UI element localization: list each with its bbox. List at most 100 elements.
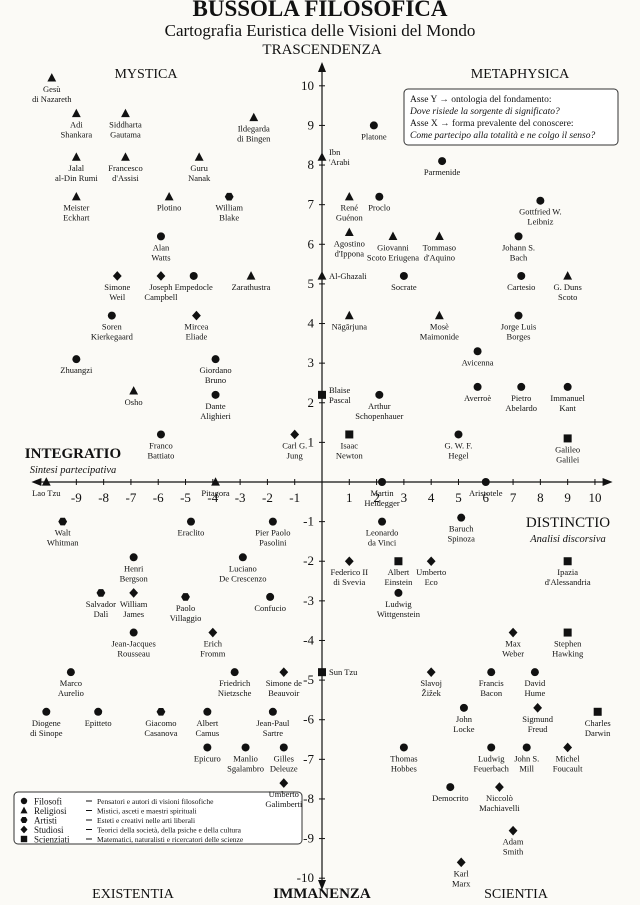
point-label: Dante Alighieri	[200, 401, 231, 421]
x-tick-label: -3	[235, 490, 246, 505]
point-label-line: Diogene	[32, 718, 61, 728]
point-label-line: Abelardo	[505, 403, 537, 413]
point-label-line: Federico II	[331, 567, 369, 577]
point-label-line: Gesù	[43, 84, 61, 94]
y-tick-label: 4	[308, 316, 315, 331]
marker	[96, 589, 106, 597]
point-label: Osho	[125, 397, 143, 407]
point-label: G. Duns Scoto	[553, 282, 581, 302]
point-label-line: Marco	[60, 678, 82, 688]
point-label-line: Nanak	[188, 173, 211, 183]
point-label-line: Hobbes	[391, 763, 417, 773]
marker	[20, 825, 28, 834]
point-label-line: Pascal	[329, 395, 351, 405]
y-tick-label: 6	[308, 236, 315, 251]
marker	[71, 152, 81, 161]
point-label-line: Sun Tzu	[329, 667, 358, 677]
y-tick-label: 3	[308, 355, 315, 370]
point-label-line: Democrito	[432, 793, 468, 803]
point-label: Manlio Sgalambro	[227, 753, 264, 773]
y-tick-label: 7	[308, 197, 315, 212]
marker	[454, 430, 463, 439]
note-line: Asse X → forma prevalente del conoscere:	[410, 118, 574, 129]
point-label-line: Locke	[453, 724, 474, 734]
point-label-line: Feuerbach	[474, 763, 510, 773]
marker	[208, 627, 218, 638]
point-label-line: Beauvoir	[268, 688, 299, 698]
point-label-line: Maimonide	[420, 332, 459, 342]
point-label: Niccolò Machiavelli	[479, 793, 520, 813]
marker	[20, 816, 28, 824]
y-tick-label: -1	[303, 514, 314, 529]
x-tick-label: -1	[289, 490, 300, 505]
marker	[20, 806, 28, 814]
point-label-line: Alighieri	[200, 411, 231, 421]
point-label-line: Mircea	[184, 322, 208, 332]
point-label-line: Baruch	[449, 524, 474, 534]
point-label-line: Umberto	[416, 567, 446, 577]
point-label-line: Proclo	[368, 203, 390, 213]
point-label-line: Manlio	[233, 753, 258, 763]
point-label-line: Bacon	[480, 688, 502, 698]
marker	[378, 517, 387, 526]
point-label-line: Jean-Paul	[256, 718, 290, 728]
point-label-line: David	[525, 678, 547, 688]
marker	[112, 271, 122, 281]
point-label-line: Thomas	[390, 753, 417, 763]
marker	[593, 707, 602, 716]
marker	[473, 347, 482, 356]
point-label-line: Ildegarda	[238, 124, 270, 134]
point-label-line: Michel	[556, 753, 581, 763]
legend-label: Studiosi	[34, 825, 64, 835]
point-label: Diogene di Sinope	[30, 718, 63, 738]
point-label-line: Einstein	[384, 577, 413, 587]
point-label: Zarathustra	[232, 282, 271, 292]
marker	[181, 593, 190, 601]
marker	[563, 742, 573, 753]
marker	[517, 271, 526, 280]
x-tick-label: -9	[71, 490, 82, 505]
marker	[211, 477, 220, 486]
point-label-line: Osho	[125, 397, 143, 407]
x-tick-label: 7	[510, 490, 517, 505]
y-tick-label: 8	[308, 157, 315, 172]
axis-arrow	[602, 478, 613, 486]
point-label-line: James	[123, 609, 144, 619]
marker	[563, 434, 572, 443]
point-label: Democrito	[432, 793, 468, 803]
point-label-line: Friedrich	[219, 678, 251, 688]
point-label: Immanuel Kant	[550, 393, 585, 413]
point-label: Jalal al-Din Rumi	[55, 163, 98, 183]
note-box	[403, 88, 619, 146]
point-label-line: Hegel	[448, 450, 469, 460]
x-tick-label: -6	[153, 490, 164, 505]
point-label: Giovanni Scoto Eriugena	[367, 242, 419, 262]
point-label-line: Darwin	[585, 728, 611, 738]
marker	[266, 592, 275, 601]
point-label-line: Jean-Jacques	[111, 639, 155, 649]
point-label: Cartesio	[507, 282, 535, 292]
point-label: Plotino	[157, 203, 182, 213]
point-label: Umberto Galimberti	[265, 789, 302, 809]
point-label-line: Immanuel	[550, 393, 585, 403]
point-label: Meister Eckhart	[63, 203, 90, 223]
legend-label: Filosofi	[34, 797, 63, 807]
point-label: René Guénon	[336, 203, 364, 223]
point-label-line: Ipazia	[557, 567, 578, 577]
point-label: Tommaso d'Aquino	[423, 242, 456, 262]
point-label-line: Galileo	[555, 444, 580, 454]
point-label-line: Battiato	[147, 450, 174, 460]
point-label-line: John	[456, 714, 473, 724]
x-tick-label: 5	[455, 490, 462, 505]
point-label-line: Isaac	[341, 440, 359, 450]
marker	[318, 390, 326, 399]
x-tick-label: 1	[346, 490, 353, 505]
point-label-line: Galimberti	[265, 799, 302, 809]
marker	[129, 386, 139, 395]
point-label-line: Gautama	[110, 130, 141, 140]
y-tick-label: -8	[303, 791, 314, 806]
point-label: Henri Bergson	[120, 563, 149, 583]
point-label-line: Parmenide	[424, 167, 461, 177]
